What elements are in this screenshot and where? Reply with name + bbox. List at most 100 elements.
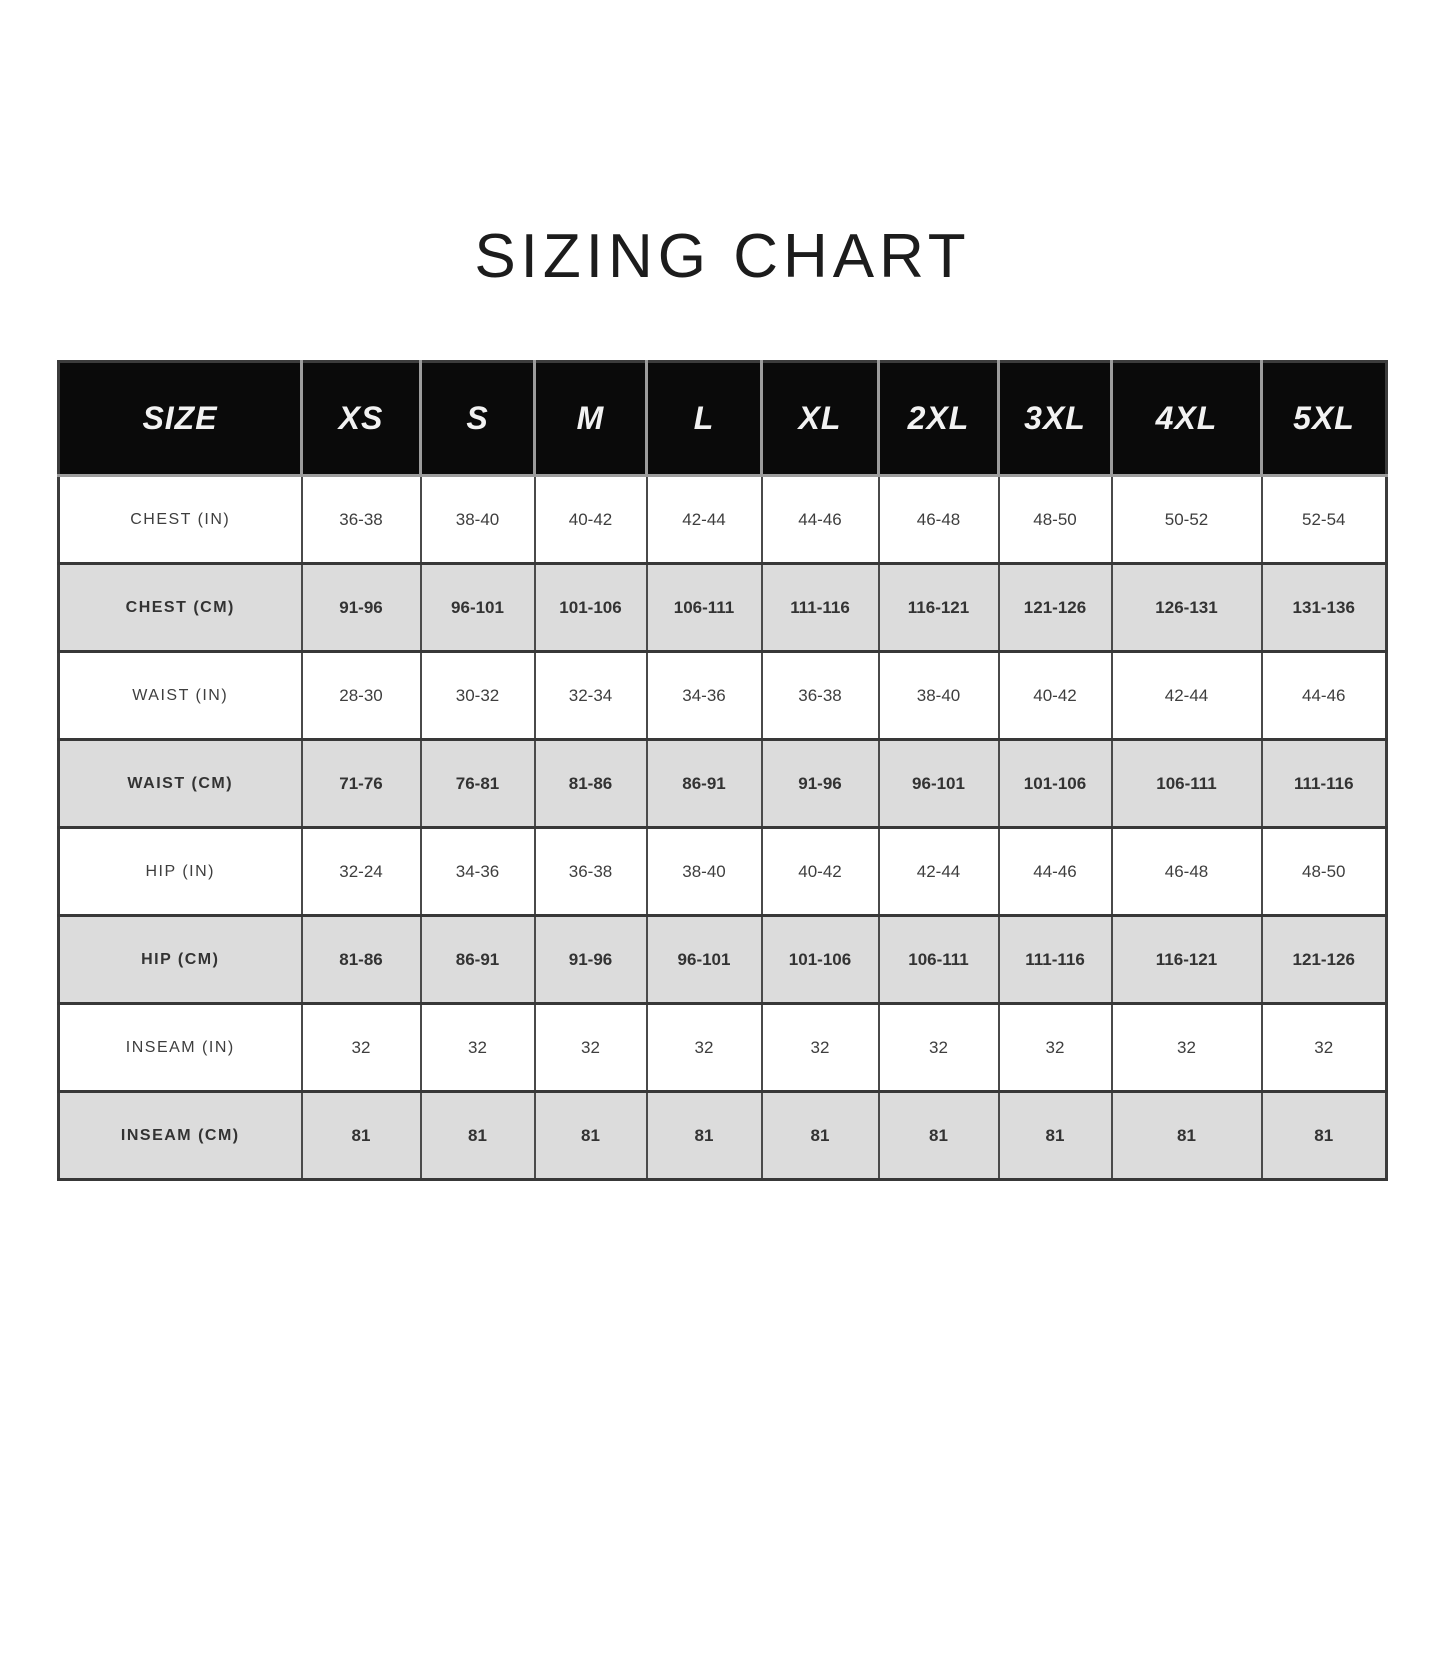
table-row-chest-cm: CHEST (CM) 91-96 96-101 101-106 106-111 … (58, 563, 1388, 653)
cell: 40-42 (534, 475, 648, 565)
table-row-hip-cm: HIP (CM) 81-86 86-91 91-96 96-101 101-10… (58, 915, 1388, 1005)
cell: 121-126 (998, 563, 1113, 653)
row-label: INSEAM (IN) (58, 1003, 303, 1093)
cell: 106-111 (646, 563, 763, 653)
table-row-inseam-in: INSEAM (IN) 32 32 32 32 32 32 32 32 32 (58, 1003, 1388, 1093)
cell: 38-40 (646, 827, 763, 917)
cell: 96-101 (878, 739, 1000, 829)
header-cell-m: M (534, 361, 648, 477)
header-cell-xs: XS (301, 361, 422, 477)
cell: 71-76 (301, 739, 422, 829)
table-row-inseam-cm: INSEAM (CM) 81 81 81 81 81 81 81 81 81 (58, 1091, 1388, 1181)
cell: 30-32 (420, 651, 536, 741)
cell: 86-91 (646, 739, 763, 829)
cell: 38-40 (878, 651, 1000, 741)
cell: 91-96 (301, 563, 422, 653)
cell: 32 (534, 1003, 648, 1093)
cell: 81 (646, 1091, 763, 1181)
cell: 131-136 (1261, 563, 1388, 653)
row-label: WAIST (IN) (58, 651, 303, 741)
cell: 42-44 (1111, 651, 1263, 741)
cell: 101-106 (761, 915, 880, 1005)
cell: 81 (761, 1091, 880, 1181)
cell: 81 (420, 1091, 536, 1181)
cell: 116-121 (1111, 915, 1263, 1005)
cell: 101-106 (534, 563, 648, 653)
cell: 81-86 (301, 915, 422, 1005)
cell: 34-36 (646, 651, 763, 741)
header-cell-3xl: 3XL (998, 361, 1113, 477)
cell: 86-91 (420, 915, 536, 1005)
row-label: HIP (CM) (58, 915, 303, 1005)
cell: 32 (420, 1003, 536, 1093)
cell: 32-34 (534, 651, 648, 741)
cell: 44-46 (761, 475, 880, 565)
cell: 46-48 (1111, 827, 1263, 917)
header-cell-s: S (420, 361, 536, 477)
cell: 32 (1111, 1003, 1263, 1093)
cell: 40-42 (998, 651, 1113, 741)
cell: 116-121 (878, 563, 1000, 653)
cell: 96-101 (420, 563, 536, 653)
row-label: HIP (IN) (58, 827, 303, 917)
row-label: CHEST (IN) (58, 475, 303, 565)
table-row-waist-cm: WAIST (CM) 71-76 76-81 81-86 86-91 91-96… (58, 739, 1388, 829)
cell: 111-116 (761, 563, 880, 653)
cell: 121-126 (1261, 915, 1388, 1005)
cell: 81 (998, 1091, 1113, 1181)
cell: 81 (1111, 1091, 1263, 1181)
header-cell-5xl: 5XL (1261, 361, 1388, 477)
row-label: INSEAM (CM) (58, 1091, 303, 1181)
cell: 76-81 (420, 739, 536, 829)
cell: 91-96 (534, 915, 648, 1005)
cell: 81 (301, 1091, 422, 1181)
cell: 32 (301, 1003, 422, 1093)
cell: 81-86 (534, 739, 648, 829)
cell: 28-30 (301, 651, 422, 741)
cell: 126-131 (1111, 563, 1263, 653)
header-cell-l: L (646, 361, 763, 477)
cell: 101-106 (998, 739, 1113, 829)
header-cell-2xl: 2XL (878, 361, 1000, 477)
cell: 32 (1261, 1003, 1388, 1093)
header-row: SIZE XS S M L XL 2XL 3XL 4XL 5XL (58, 361, 1388, 477)
header-cell-xl: XL (761, 361, 880, 477)
cell: 44-46 (998, 827, 1113, 917)
table-row-hip-in: HIP (IN) 32-24 34-36 36-38 38-40 40-42 4… (58, 827, 1388, 917)
table-row-chest-in: CHEST (IN) 36-38 38-40 40-42 42-44 44-46… (58, 475, 1388, 565)
cell: 38-40 (420, 475, 536, 565)
cell: 40-42 (761, 827, 880, 917)
cell: 36-38 (301, 475, 422, 565)
cell: 111-116 (1261, 739, 1388, 829)
header-cell-4xl: 4XL (1111, 361, 1263, 477)
cell: 106-111 (1111, 739, 1263, 829)
cell: 42-44 (646, 475, 763, 565)
header-cell-size: SIZE (58, 361, 303, 477)
cell: 96-101 (646, 915, 763, 1005)
cell: 50-52 (1111, 475, 1263, 565)
cell: 32 (998, 1003, 1113, 1093)
cell: 34-36 (420, 827, 536, 917)
cell: 32 (646, 1003, 763, 1093)
cell: 32 (761, 1003, 880, 1093)
cell: 111-116 (998, 915, 1113, 1005)
cell: 36-38 (534, 827, 648, 917)
sizing-chart-table: SIZE XS S M L XL 2XL 3XL 4XL 5XL CHEST (… (57, 360, 1388, 1181)
cell: 106-111 (878, 915, 1000, 1005)
cell: 44-46 (1261, 651, 1388, 741)
cell: 46-48 (878, 475, 1000, 565)
cell: 81 (878, 1091, 1000, 1181)
cell: 32 (878, 1003, 1000, 1093)
cell: 81 (534, 1091, 648, 1181)
table-row-waist-in: WAIST (IN) 28-30 30-32 32-34 34-36 36-38… (58, 651, 1388, 741)
cell: 36-38 (761, 651, 880, 741)
cell: 81 (1261, 1091, 1388, 1181)
row-label: WAIST (CM) (58, 739, 303, 829)
page-title: SIZING CHART (474, 222, 971, 291)
cell: 48-50 (1261, 827, 1388, 917)
cell: 42-44 (878, 827, 1000, 917)
cell: 91-96 (761, 739, 880, 829)
cell: 32-24 (301, 827, 422, 917)
cell: 48-50 (998, 475, 1113, 565)
row-label: CHEST (CM) (58, 563, 303, 653)
